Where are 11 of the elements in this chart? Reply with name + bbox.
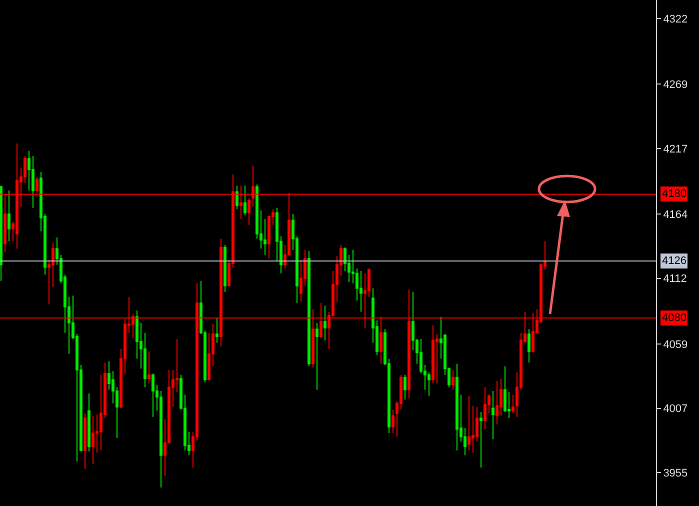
ref-line-label: 4080	[662, 312, 686, 324]
ref-line-label: 4180	[662, 188, 686, 200]
y-tick-label: 3955	[663, 467, 688, 480]
y-tick-label: 4112	[663, 273, 687, 286]
y-tick-label: 4007	[663, 403, 688, 416]
ref-line-label: 4126	[662, 255, 686, 267]
y-tick-label: 4059	[663, 338, 688, 351]
y-tick-label: 4217	[663, 143, 688, 156]
y-tick-label: 4269	[663, 78, 688, 91]
y-tick-label: 4322	[663, 13, 688, 26]
y-tick-label: 4164	[663, 208, 688, 221]
